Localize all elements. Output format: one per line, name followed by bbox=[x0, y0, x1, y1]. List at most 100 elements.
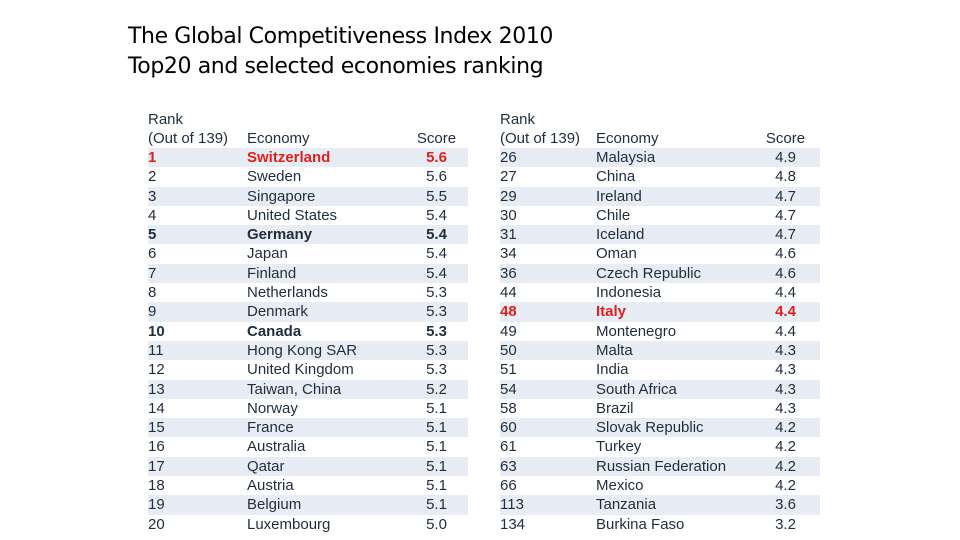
rank-cell: 36 bbox=[500, 263, 596, 284]
rank-cell: 17 bbox=[148, 456, 247, 477]
score-cell: 4.6 bbox=[751, 263, 820, 284]
rank-cell: 3 bbox=[148, 186, 247, 206]
score-cell: 5.1 bbox=[405, 437, 468, 457]
table-row: 17 Qatar 5.1 bbox=[148, 456, 468, 477]
economy-cell: Iceland bbox=[596, 225, 751, 245]
rank-cell: 66 bbox=[500, 476, 596, 496]
rank-cell: 18 bbox=[148, 476, 247, 496]
rank-cell: 6 bbox=[148, 244, 247, 264]
rank-cell: 54 bbox=[500, 379, 596, 399]
table-row: 113 Tanzania 3.6 bbox=[500, 495, 820, 515]
rank-cell: 51 bbox=[500, 360, 596, 380]
rank-cell: 48 bbox=[500, 302, 596, 322]
table-row: 44 Indonesia 4.4 bbox=[500, 283, 820, 303]
economy-cell: China bbox=[596, 167, 751, 187]
score-cell: 5.1 bbox=[405, 476, 468, 496]
economy-cell: Turkey bbox=[596, 437, 751, 457]
economy-cell: Sweden bbox=[247, 167, 405, 187]
table-row: 58 Brazil 4.3 bbox=[500, 398, 820, 419]
score-cell: 4.3 bbox=[751, 398, 820, 419]
economy-cell: Belgium bbox=[247, 495, 405, 515]
score-cell: 5.4 bbox=[405, 225, 468, 245]
economy-cell: South Africa bbox=[596, 379, 751, 399]
rank-header: Rank (Out of 139) bbox=[500, 111, 581, 147]
economy-cell: Hong Kong SAR bbox=[247, 340, 405, 361]
rank-cell: 11 bbox=[148, 340, 247, 361]
economy-cell: Australia bbox=[247, 437, 405, 457]
score-cell: 4.4 bbox=[751, 321, 820, 341]
rank-cell: 63 bbox=[500, 456, 596, 477]
economy-header: Economy bbox=[247, 129, 310, 147]
score-cell: 4.3 bbox=[751, 360, 820, 380]
score-cell: 5.6 bbox=[405, 148, 468, 168]
economy-header: Economy bbox=[596, 129, 659, 147]
score-cell: 5.3 bbox=[405, 321, 468, 341]
rank-cell: 5 bbox=[148, 225, 247, 245]
rank-cell: 9 bbox=[148, 302, 247, 322]
right-ranking-table: Rank (Out of 139) Economy Score 26 Malays… bbox=[500, 110, 820, 534]
rank-cell: 20 bbox=[148, 514, 247, 534]
score-cell: 5.5 bbox=[405, 186, 468, 206]
table-row: 134 Burkina Faso 3.2 bbox=[500, 514, 820, 534]
economy-cell: Czech Republic bbox=[596, 263, 751, 284]
economy-cell: Ireland bbox=[596, 186, 751, 206]
table-row: 54 South Africa 4.3 bbox=[500, 379, 820, 399]
economy-cell: Finland bbox=[247, 263, 405, 284]
score-cell: 5.3 bbox=[405, 360, 468, 380]
score-cell: 5.4 bbox=[405, 263, 468, 284]
rank-cell: 19 bbox=[148, 495, 247, 515]
economy-cell: Oman bbox=[596, 244, 751, 264]
table-row: 36 Czech Republic 4.6 bbox=[500, 263, 820, 284]
rank-cell: 29 bbox=[500, 186, 596, 206]
economy-cell: Tanzania bbox=[596, 495, 751, 515]
rank-cell: 8 bbox=[148, 283, 247, 303]
table-row: 13 Taiwan, China 5.2 bbox=[148, 379, 468, 399]
rank-cell: 50 bbox=[500, 340, 596, 361]
score-cell: 5.2 bbox=[405, 379, 468, 399]
score-cell: 5.3 bbox=[405, 302, 468, 322]
table-row: 29 Ireland 4.7 bbox=[500, 186, 820, 206]
table-row: 11 Hong Kong SAR 5.3 bbox=[148, 340, 468, 361]
score-cell: 4.4 bbox=[751, 302, 820, 322]
economy-cell: Brazil bbox=[596, 398, 751, 419]
table-row: 14 Norway 5.1 bbox=[148, 398, 468, 419]
score-cell: 5.4 bbox=[405, 244, 468, 264]
economy-cell: Slovak Republic bbox=[596, 418, 751, 438]
score-cell: 4.2 bbox=[751, 456, 820, 477]
economy-cell: Italy bbox=[596, 302, 751, 322]
rank-cell: 31 bbox=[500, 225, 596, 245]
economy-cell: Canada bbox=[247, 321, 405, 341]
rank-cell: 44 bbox=[500, 283, 596, 303]
economy-cell: Austria bbox=[247, 476, 405, 496]
table-row: 34 Oman 4.6 bbox=[500, 244, 820, 264]
score-cell: 4.8 bbox=[751, 167, 820, 187]
economy-cell: Japan bbox=[247, 244, 405, 264]
table-row: 27 China 4.8 bbox=[500, 167, 820, 187]
economy-cell: Chile bbox=[596, 205, 751, 226]
table-row: 5 Germany 5.4 bbox=[148, 225, 468, 245]
score-cell: 4.6 bbox=[751, 244, 820, 264]
economy-cell: United States bbox=[247, 205, 405, 226]
rank-cell: 13 bbox=[148, 379, 247, 399]
rank-cell: 34 bbox=[500, 244, 596, 264]
table-row: 7 Finland 5.4 bbox=[148, 263, 468, 284]
table-row: 20 Luxembourg 5.0 bbox=[148, 514, 468, 534]
left-ranking-table: Rank (Out of 139) Economy Score 1 Switzer… bbox=[148, 110, 468, 534]
rank-cell: 61 bbox=[500, 437, 596, 457]
rank-cell: 113 bbox=[500, 495, 596, 515]
score-cell: 3.2 bbox=[751, 514, 820, 534]
rank-cell: 15 bbox=[148, 418, 247, 438]
table-row: 48 Italy 4.4 bbox=[500, 302, 820, 322]
score-cell: 4.2 bbox=[751, 437, 820, 457]
economy-cell: Luxembourg bbox=[247, 514, 405, 534]
table-row: 31 Iceland 4.7 bbox=[500, 225, 820, 245]
score-cell: 4.7 bbox=[751, 205, 820, 226]
economy-cell: Germany bbox=[247, 225, 405, 245]
economy-cell: Mexico bbox=[596, 476, 751, 496]
economy-cell: Qatar bbox=[247, 456, 405, 477]
table-row: 6 Japan 5.4 bbox=[148, 244, 468, 264]
rank-header: Rank (Out of 139) bbox=[148, 111, 229, 147]
score-cell: 5.1 bbox=[405, 398, 468, 419]
table-row: 51 India 4.3 bbox=[500, 360, 820, 380]
economy-cell: India bbox=[596, 360, 751, 380]
